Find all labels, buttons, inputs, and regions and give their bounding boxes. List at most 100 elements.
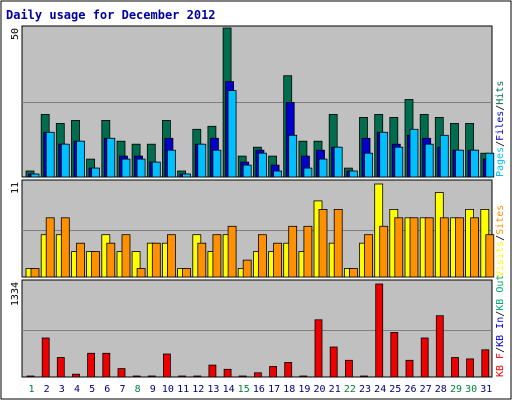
sites-bar <box>91 251 100 278</box>
kbf-bar <box>208 364 217 378</box>
day-label: 23 <box>359 384 371 395</box>
pages-bar <box>364 152 373 178</box>
pages-bar <box>212 149 222 178</box>
day-label: 2 <box>44 384 50 395</box>
day-label: 25 <box>389 384 401 395</box>
kbf-bar <box>405 359 414 378</box>
day-label: 7 <box>119 384 125 395</box>
day-label: 31 <box>480 384 492 395</box>
day-label: 14 <box>223 384 235 395</box>
side-legend: Visits/Sites <box>495 205 506 277</box>
day-axis: 1 2 3 4 5 6 7 8 9 10 11 12 13 14 15 16 17 18 19 20 21 22 23 24 2… <box>28 384 492 395</box>
sites-bar <box>242 259 252 278</box>
day-label: 28 <box>435 384 447 395</box>
pages-bar <box>424 143 434 178</box>
side-legend-item: KB In <box>495 317 506 347</box>
kbf-bar <box>466 358 475 378</box>
sites-bar <box>106 242 116 278</box>
day-label: 30 <box>465 384 477 395</box>
kbf-bar <box>299 375 308 378</box>
kbf-bar <box>269 366 278 378</box>
side-legend-item: / <box>495 105 506 111</box>
pages-bar <box>136 158 146 178</box>
kbf-bar <box>435 315 444 378</box>
sites-bar <box>318 208 328 278</box>
day-label: 20 <box>313 384 325 395</box>
sites-bar <box>212 234 222 278</box>
side-legend-item: / <box>495 347 506 353</box>
kbf-bar <box>102 352 111 378</box>
sites-bar <box>394 217 404 278</box>
side-legend-item: KB F <box>495 353 506 377</box>
day-label: 3 <box>59 384 65 395</box>
side-legend-item: / <box>495 235 506 241</box>
sites-bar <box>197 242 207 278</box>
day-label: 19 <box>298 384 310 395</box>
y-max-label: 1334 <box>10 282 21 306</box>
pages-bar <box>394 146 404 178</box>
day-label: 8 <box>135 384 141 395</box>
day-label: 24 <box>374 384 386 395</box>
sites-bar <box>470 217 480 278</box>
pages-bar <box>318 158 328 178</box>
kbf-bar <box>314 319 323 378</box>
day-label: 13 <box>207 384 219 395</box>
kbf-bar <box>344 359 353 378</box>
kbf-bar <box>117 368 126 378</box>
pages-bar <box>288 134 298 178</box>
kbf-bar <box>253 372 262 378</box>
pages-bar <box>303 167 313 178</box>
day-label: 27 <box>420 384 432 395</box>
kbf-bar <box>360 375 368 378</box>
sites-bar <box>455 217 464 278</box>
sites-bar <box>151 242 161 278</box>
kbf-bar <box>178 375 187 378</box>
sites-bar <box>439 217 449 278</box>
sites-bar <box>182 268 192 278</box>
kbf-bar <box>132 375 141 378</box>
kbf-bar <box>451 357 459 378</box>
sites-bar <box>136 268 146 278</box>
day-label: 26 <box>404 384 416 395</box>
pages-bar <box>91 167 100 178</box>
side-legend-item: KB Out <box>495 275 506 311</box>
pages-bar <box>257 152 267 178</box>
sites-bar <box>364 234 373 278</box>
sites-bar <box>166 234 176 278</box>
side-legend: KB F/KB In/KB Out <box>495 275 506 377</box>
sites-bar <box>333 208 343 278</box>
side-legend-item: / <box>495 141 506 147</box>
day-label: 15 <box>238 384 250 395</box>
kbf-bar <box>223 368 232 378</box>
pages-bar <box>227 90 237 178</box>
side-legend-item: Sites <box>495 205 506 235</box>
day-label: 12 <box>192 384 204 395</box>
sites-bar <box>273 242 283 278</box>
day-label: 16 <box>253 384 265 395</box>
visits-bar <box>131 251 141 278</box>
day-label: 1 <box>28 384 34 395</box>
y-max-label: 11 <box>10 182 21 194</box>
kbf-bar <box>329 346 338 378</box>
sites-bar <box>227 225 237 278</box>
kbf-bar <box>420 337 429 378</box>
day-label: 18 <box>283 384 295 395</box>
side-legend-item: Hits <box>495 81 506 105</box>
sites-bar <box>121 234 131 278</box>
sites-bar <box>348 268 358 278</box>
kbf-bar <box>72 373 80 378</box>
kbf-bar <box>193 375 202 378</box>
pages-bar <box>273 170 283 178</box>
pages-bar <box>348 170 358 178</box>
day-label: 11 <box>177 384 189 395</box>
side-legend-item: Files <box>495 111 506 141</box>
sites-bar <box>30 268 40 278</box>
sites-bar <box>379 225 389 278</box>
pages-bar <box>455 149 464 178</box>
side-legend-item: Pages <box>495 147 506 177</box>
visits-panel: 11 Visits/Sites <box>10 179 506 278</box>
sites-bar <box>424 217 434 278</box>
pages-bar <box>197 143 207 178</box>
